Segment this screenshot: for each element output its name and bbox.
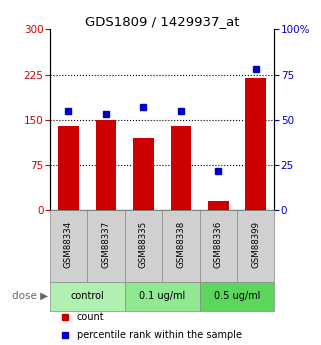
Bar — [125, 210, 162, 282]
Bar — [237, 210, 274, 282]
Text: count: count — [77, 312, 104, 322]
Bar — [58, 126, 79, 210]
Text: GSM88337: GSM88337 — [101, 221, 110, 268]
Title: GDS1809 / 1429937_at: GDS1809 / 1429937_at — [85, 15, 239, 28]
Bar — [162, 210, 200, 282]
Text: GSM88336: GSM88336 — [214, 221, 223, 268]
Text: GSM88399: GSM88399 — [251, 221, 260, 268]
Bar — [170, 126, 191, 210]
Text: percentile rank within the sample: percentile rank within the sample — [77, 330, 242, 340]
Bar — [200, 282, 274, 311]
Bar — [133, 138, 154, 210]
Bar — [200, 210, 237, 282]
Text: 0.1 ug/ml: 0.1 ug/ml — [139, 291, 185, 301]
Bar — [125, 282, 200, 311]
Text: control: control — [70, 291, 104, 301]
Bar — [87, 210, 125, 282]
Text: GSM88334: GSM88334 — [64, 221, 73, 268]
Text: dose ▶: dose ▶ — [12, 291, 48, 301]
Text: GSM88338: GSM88338 — [176, 221, 185, 268]
Bar — [50, 210, 87, 282]
Bar — [208, 201, 229, 210]
Bar — [246, 78, 266, 210]
Bar — [50, 282, 125, 311]
Bar — [96, 120, 116, 210]
Text: GSM88335: GSM88335 — [139, 221, 148, 268]
Text: 0.5 ug/ml: 0.5 ug/ml — [214, 291, 260, 301]
